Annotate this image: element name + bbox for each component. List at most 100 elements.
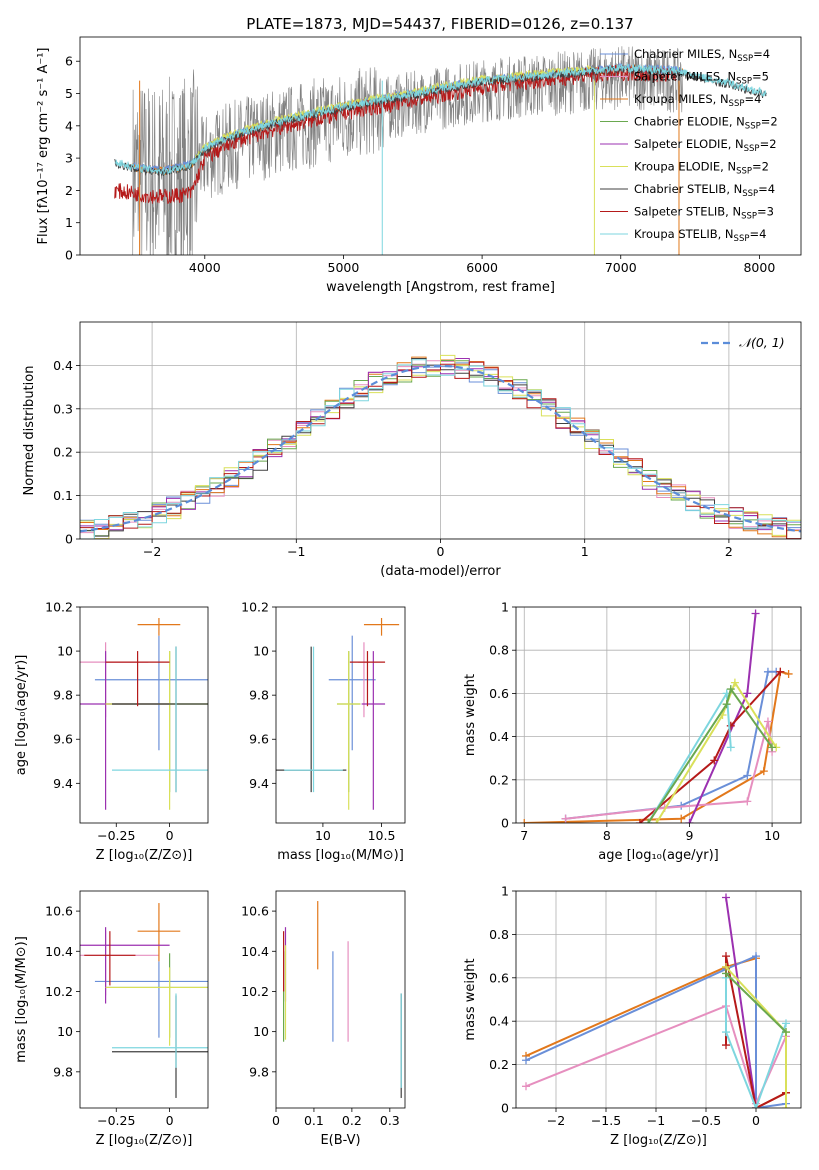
y-axis-label: Flux [fλ10⁻¹⁷ erg cm⁻² s⁻¹ A⁻¹] — [36, 48, 51, 245]
plus-marker — [763, 717, 772, 726]
legend-entry: Chabrier MILES, NSSP=4 — [634, 47, 770, 64]
y-axis-label: mass weight — [463, 674, 478, 756]
y-axis-label: Normed distribution — [22, 366, 37, 496]
x-tick-label: −1.5 — [591, 1113, 621, 1128]
errorbar-point — [80, 927, 170, 1004]
legend-label: Salpeter STELIB, N — [634, 205, 741, 219]
plus-marker — [726, 721, 735, 730]
x-tick-label: −1 — [647, 1113, 665, 1128]
errorbar-point — [105, 967, 208, 1046]
panel-age_vs_mass: 10 10.5 9.4 9.6 9.8 10 10.2 mass [log₁₀(M/M⊙)] — [241, 600, 406, 863]
plus-marker — [677, 814, 686, 823]
y-tick-label: 6 — [65, 54, 73, 69]
legend-label: Kroupa ELODIE, N — [634, 160, 736, 174]
legend-entry: Kroupa STELIB, NSSP=4 — [634, 227, 766, 244]
errorbar-point — [328, 635, 376, 751]
ticks: 7 8 9 10 0 0.2 0.4 0.6 0.8 1 — [489, 600, 780, 844]
legend-label: Salpeter ELODIE, N — [634, 137, 744, 151]
y-tick-label: 10.6 — [241, 904, 269, 919]
panel-cumweight_vs_age: 7 8 9 10 0 0.2 0.4 0.6 0.8 1 age [log₁₀(age/yr)] ma… — [463, 600, 802, 863]
legend-sub: SSP — [742, 189, 758, 199]
errorbar-point — [363, 618, 400, 636]
x-tick-label: 0 — [166, 1113, 174, 1128]
errorbar-point — [349, 651, 386, 707]
x-tick-label: 1 — [581, 544, 589, 559]
x-axis-label: age [log₁₀(age/yr)] — [598, 848, 719, 863]
plus-marker — [722, 700, 731, 709]
weight-line-chabrier_elodie — [647, 686, 773, 823]
y-tick-label: 0.4 — [489, 729, 509, 744]
legend-val: =4 — [758, 182, 775, 196]
legend-sub: SSP — [737, 54, 753, 64]
panel-cumweight_vs_Z: −2 −1.5 −1 −0.5 0 0 0.2 0.4 0.6 0.8 1 Z [log₁₀(Z/Z⊙… — [463, 884, 802, 1148]
x-tick-label: 0 — [272, 1113, 280, 1128]
plot-area — [282, 901, 402, 1098]
x-tick-label: −2 — [547, 1113, 565, 1128]
y-tick-label: 10.4 — [241, 944, 269, 959]
x-tick-label: 0 — [166, 828, 174, 843]
plus-marker — [776, 667, 785, 676]
y-tick-label: 2 — [65, 183, 73, 198]
plus-marker — [784, 669, 793, 678]
plot-area — [516, 607, 801, 823]
plus-marker — [743, 797, 752, 806]
plot-area — [516, 891, 801, 1108]
legend-entry: Kroupa MILES, NSSP=4 — [634, 92, 761, 109]
legend-entry: Salpeter ELODIE, NSSP=2 — [634, 137, 777, 154]
y-tick-label: 0.6 — [489, 686, 509, 701]
legend-entry: Salpeter STELIB, NSSP=3 — [634, 205, 774, 222]
histogram-kroupa_elodie — [80, 354, 801, 539]
legend-label: Chabrier MILES, N — [634, 47, 737, 61]
y-axis-label: mass [log₁₀(M/M⊙)] — [14, 936, 29, 1063]
legend-val: =4 — [749, 227, 766, 241]
legend-entry: Chabrier STELIB, NSSP=4 — [634, 182, 775, 199]
y-tick-label: 1 — [501, 884, 509, 899]
y-tick-label: 0.3 — [53, 401, 73, 416]
x-tick-label: −0.25 — [97, 1113, 135, 1128]
x-axis-label: Z [log₁₀(Z/Z⊙)] — [96, 1133, 193, 1148]
model-spectrum-kroupa_stelib — [114, 63, 767, 176]
ticks: 0 0.1 0.2 0.3 9.8 10 10.2 10.4 10.6 — [241, 904, 400, 1128]
legend-sub: SSP — [736, 167, 752, 177]
y-tick-label: 5 — [65, 86, 73, 101]
axes-frame — [79, 606, 209, 824]
legend-normal-label: 𝒩(0, 1) — [739, 335, 785, 350]
plot-area — [80, 618, 208, 810]
y-tick-label: 1 — [65, 215, 73, 230]
legend-label: Kroupa STELIB, N — [634, 227, 734, 241]
errorbar-point — [105, 651, 170, 707]
legend-sub: SSP — [745, 122, 761, 132]
y-tick-label: 10 — [253, 1024, 269, 1039]
x-tick-label: −0.25 — [97, 828, 135, 843]
plus-marker — [782, 1028, 790, 1037]
plus-marker — [561, 814, 570, 823]
x-axis-label: E(B-V) — [320, 1133, 360, 1148]
x-tick-label: −0.5 — [691, 1113, 721, 1128]
panel-age_vs_Z: −0.25 0 9.4 9.6 9.8 10 10.2 Z [log₁₀(Z/Z⊙)] age … — [14, 600, 209, 863]
legend-val: =2 — [761, 115, 778, 129]
legend-label: Salpeter MILES, N — [634, 70, 736, 84]
plus-marker — [726, 743, 735, 752]
x-tick-label: 0.2 — [342, 1113, 362, 1128]
plus-marker — [768, 743, 777, 752]
errorbar-point — [284, 646, 343, 793]
y-tick-label: 0.4 — [489, 1014, 509, 1029]
plus-marker — [644, 819, 653, 823]
y-tick-label: 3 — [65, 151, 73, 166]
weight-line-salpeter_miles — [525, 1004, 787, 1107]
y-tick-label: 4 — [65, 118, 73, 133]
plus-marker — [722, 1028, 730, 1037]
plus-marker — [782, 1104, 790, 1108]
weight-line-kroupa_elodie — [655, 680, 778, 823]
y-axis-label: mass weight — [463, 958, 478, 1040]
plot-area — [80, 322, 801, 539]
y-tick-label: 10.2 — [241, 984, 269, 999]
legend-val: =4 — [744, 92, 761, 106]
plus-marker — [522, 1056, 530, 1065]
y-tick-label: 0.1 — [53, 488, 73, 503]
plus-marker — [522, 1082, 530, 1091]
x-tick-label: 5000 — [328, 260, 360, 275]
errorbar-point — [112, 646, 208, 793]
y-tick-label: 9.6 — [249, 732, 269, 747]
